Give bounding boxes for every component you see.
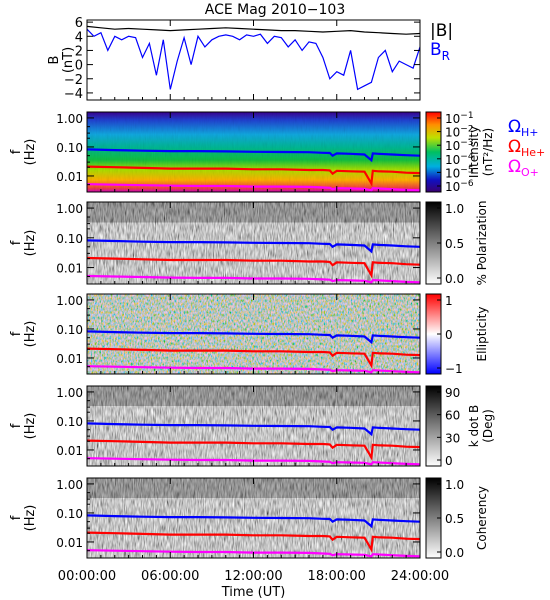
legend-gyro-he-plus: ΩHe+	[508, 137, 545, 159]
x-tick-label: 06:00:00	[141, 569, 199, 584]
x-tick-label: 12:00:00	[224, 569, 282, 584]
y-tick-label: −2	[64, 73, 83, 88]
y-axis-unit: (Hz)	[23, 505, 38, 532]
y-axis-unit: (Hz)	[23, 321, 38, 348]
colorbar	[425, 111, 442, 193]
colorbar-tick-label: 1.0	[445, 202, 464, 216]
colorbar-tick-label: 1	[445, 294, 453, 308]
colorbar-label: k dot B	[467, 405, 481, 447]
colorbar-tick-label: 0	[445, 328, 453, 342]
gyro-line-he-plus	[86, 347, 421, 369]
x-tick-label: 00:00:00	[58, 569, 116, 584]
y-tick-label: 0.01	[56, 262, 83, 276]
colorbar-tick-label: −1	[445, 362, 463, 376]
legend-gyro-h-plus: ΩH+	[508, 117, 539, 139]
y-axis-label: f	[9, 515, 24, 520]
x-axis: 00:00:00 06:00:00 12:00:00 18:00:00 24:00:00…	[58, 20, 449, 600]
colorbar-tick-label: 60	[445, 409, 460, 423]
colorbar-tick-label: 90	[445, 386, 460, 400]
panel-coherency: 1.00 0.10 0.01 f (Hz) 1.0 0.5 0.0 Coherency	[9, 477, 489, 560]
y-axis-label: f	[9, 423, 24, 428]
gyro-line-o-plus	[86, 274, 421, 284]
y-tick-label: 0.01	[56, 170, 83, 184]
y-tick-label: 4	[75, 30, 83, 45]
legend-gyro-o-plus: ΩO+	[508, 157, 539, 179]
gyro-line-h-plus	[86, 422, 421, 437]
gyro-line-he-plus	[86, 531, 421, 553]
y-tick-label: 6	[75, 16, 83, 31]
panel-polarization: 1.00 0.10 0.01 f (Hz) 1.0 0.5 0.0 % Polarization	[9, 201, 489, 286]
colorbar-label: Coherency	[475, 486, 489, 550]
panel-intensity: 1.00 0.10 0.01 f (Hz) 10−110−210−310−410−510−…	[9, 111, 545, 194]
y-tick-label: 0.10	[56, 232, 83, 246]
panel-k-dot-b: 1.00 0.10 0.01 f (Hz) 90 60 30 0 k dot B (Deg)	[9, 385, 495, 468]
legend-br: BR	[430, 40, 450, 63]
colorbar-tick-label: 10−6	[445, 179, 474, 194]
gyro-line-o-plus	[86, 457, 421, 466]
colorbar-label: Ellipticity	[475, 307, 489, 362]
gyro-line-o-plus	[86, 365, 421, 374]
y-tick-label: 0.10	[56, 507, 83, 521]
y-axis-unit: (Hz)	[23, 230, 38, 257]
gyro-line-h-plus	[86, 514, 421, 529]
colorbar-label: Intensity	[467, 126, 481, 178]
gyro-line-he-plus	[86, 165, 421, 187]
y-tick-label: 0.10	[56, 323, 83, 337]
y-axis-unit: (nT)	[61, 47, 76, 73]
colorbar-tick-label: 0	[445, 454, 453, 468]
series-btot-line	[86, 25, 421, 35]
colorbar-tick-label: 0.0	[445, 546, 464, 560]
gyro-line-h-plus	[86, 330, 421, 345]
gyro-line-h-plus	[86, 148, 421, 163]
gyro-line-he-plus	[86, 439, 421, 461]
colorbar-tick-label: 10−3	[445, 138, 474, 153]
y-tick-label: 0	[75, 59, 83, 74]
x-tick-label: 24:00:00	[391, 569, 449, 584]
colorbar-tick-label: 10−5	[445, 165, 474, 180]
y-tick-label: 1.00	[56, 294, 83, 308]
colorbar-tick-label: 1.0	[445, 478, 464, 492]
y-axis-unit: (Hz)	[23, 413, 38, 440]
y-tick-label: 0.01	[56, 352, 83, 366]
legend-btot: |B|	[430, 21, 453, 41]
panel-ellipticity: 1.00 0.10 0.01 f (Hz) 1 0 −1 Ellipticity	[9, 293, 489, 376]
x-axis-label: Time (UT)	[221, 585, 286, 600]
gyro-line-o-plus	[86, 183, 421, 192]
y-axis-label: f	[9, 240, 24, 245]
y-axis-label: f	[9, 149, 24, 154]
colorbar-tick-label: 30	[445, 431, 460, 445]
gyro-line-o-plus	[86, 549, 421, 558]
colorbar-tick-label: 0.0	[445, 272, 464, 286]
colorbar-label: % Polarization	[475, 201, 489, 286]
colorbar-tick-label: 0.5	[445, 237, 464, 251]
y-tick-label: 1.00	[56, 112, 83, 126]
y-tick-label: 0.01	[56, 536, 83, 550]
colorbar-tick-label: 10−1	[445, 111, 474, 126]
y-axis-label: B	[47, 56, 62, 65]
x-tick-label: 18:00:00	[308, 569, 366, 584]
y-tick-label: 0.10	[56, 141, 83, 155]
y-tick-label: 0.10	[56, 415, 83, 429]
y-tick-label: 2	[75, 44, 83, 59]
gyro-line-he-plus	[86, 256, 421, 279]
gyro-line-h-plus	[86, 239, 421, 254]
colorbar-tick-label: 10−4	[445, 152, 474, 167]
y-axis-label: f	[9, 331, 24, 336]
colorbar-tick-label: 10−2	[445, 125, 474, 140]
chart-title: ACE Mag 2010−103	[205, 2, 345, 18]
y-tick-label: 0.01	[56, 444, 83, 458]
series-br-line	[86, 28, 421, 91]
y-tick-label: 1.00	[56, 478, 83, 492]
colorbar-unit: (Deg)	[481, 409, 495, 443]
y-tick-label: 1.00	[56, 202, 83, 216]
colorbar	[425, 385, 442, 467]
colorbar-unit: (nT²/Hz)	[481, 128, 495, 176]
y-tick-label: −4	[64, 87, 83, 102]
y-axis-unit: (Hz)	[23, 139, 38, 166]
y-tick-label: 1.00	[56, 386, 83, 400]
colorbar-tick-label: 0.5	[445, 512, 464, 526]
